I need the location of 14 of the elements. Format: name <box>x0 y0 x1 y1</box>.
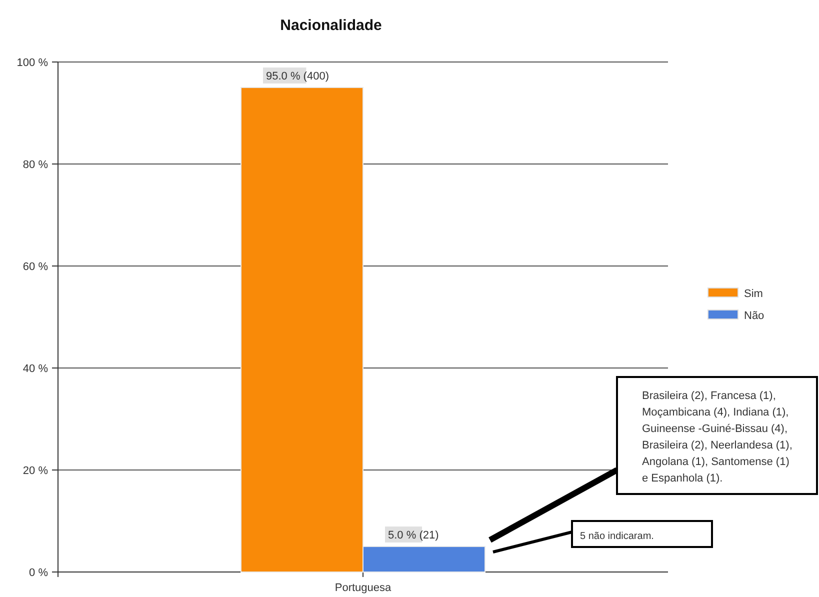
y-tick-label: 60 % <box>22 261 48 273</box>
y-tick-label: 100 % <box>16 57 48 69</box>
y-tick-label: 0 % <box>29 567 48 579</box>
y-tick-label: 40 % <box>22 363 48 375</box>
chart-title: Nacionalidade <box>280 17 382 34</box>
legend-label: Não <box>744 310 764 322</box>
y-tick-label: 20 % <box>22 465 48 477</box>
legend-label: Sim <box>744 288 763 300</box>
y-tick-label: 80 % <box>22 159 48 171</box>
x-tick-label: Portuguesa <box>334 582 392 594</box>
data-label: 5.0 % (21) <box>388 530 439 542</box>
data-label: 95.0 % (400) <box>266 70 329 82</box>
annotation: 5 não indicaram. <box>580 531 654 542</box>
annotation: Brasileira (2), Francesa (1), Moçambicana (4), Indiana (1), Guineense -Guiné-Bissau (4), Brasileira (2), Neerlandesa (1), Angolana (1), Santomense (1) e Espanhola (1). <box>642 390 792 484</box>
